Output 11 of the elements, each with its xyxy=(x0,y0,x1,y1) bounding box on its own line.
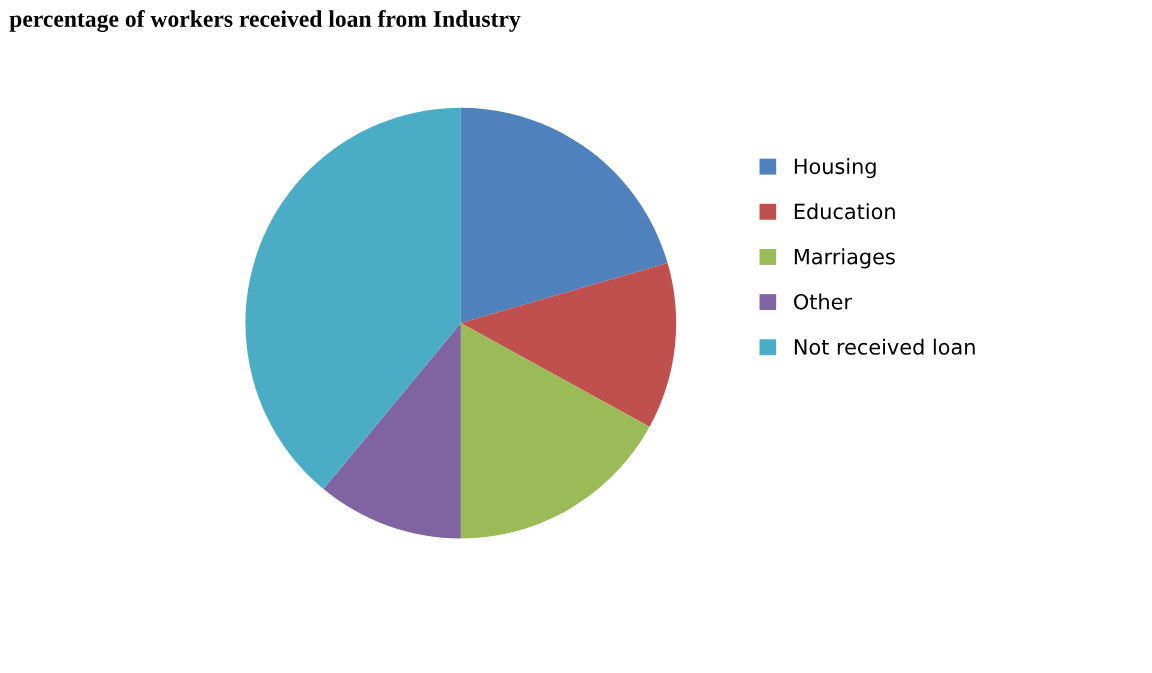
legend-label: Not received loan xyxy=(794,338,975,355)
pie-slice xyxy=(460,323,650,539)
pie-slice xyxy=(460,107,668,324)
legend-label: Other xyxy=(794,293,852,310)
pie-slice xyxy=(245,107,461,489)
pie-slice xyxy=(460,262,677,427)
legend-label: Marriages xyxy=(794,248,895,269)
legend-label: Housing xyxy=(794,158,876,179)
legend-label: Education xyxy=(794,203,895,220)
pie-slice xyxy=(323,323,461,539)
chart-title: percentage of workers received loan from Industry xyxy=(9,10,521,32)
